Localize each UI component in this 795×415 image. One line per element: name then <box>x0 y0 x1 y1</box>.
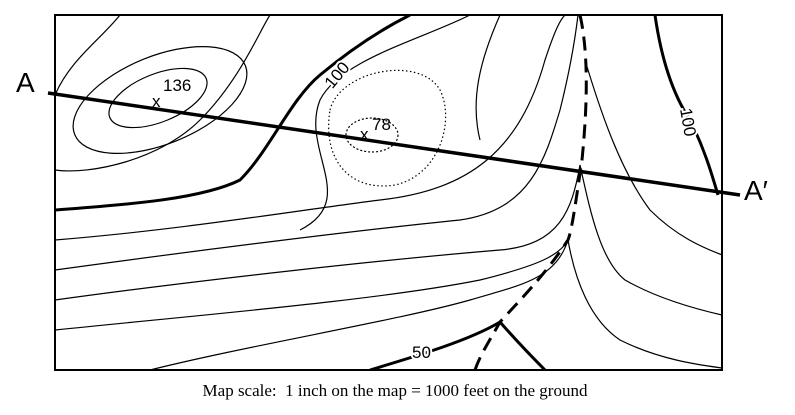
spot-height: 136 <box>163 76 191 95</box>
profile-line <box>47 91 741 197</box>
caption: Map scale: 1 inch on the map = 1000 feet… <box>203 381 588 400</box>
spot-marker: x <box>360 125 369 144</box>
contour-label: 100 <box>676 107 700 138</box>
profile-end: A′ <box>744 175 768 206</box>
profile-start: A <box>16 67 35 98</box>
spot-marker: x <box>152 92 161 111</box>
contours <box>55 15 722 370</box>
map-frame <box>54 14 723 371</box>
contour-label: 50 <box>412 343 431 362</box>
spot-height: 78 <box>372 115 391 134</box>
contour-label: 100 <box>321 58 354 92</box>
